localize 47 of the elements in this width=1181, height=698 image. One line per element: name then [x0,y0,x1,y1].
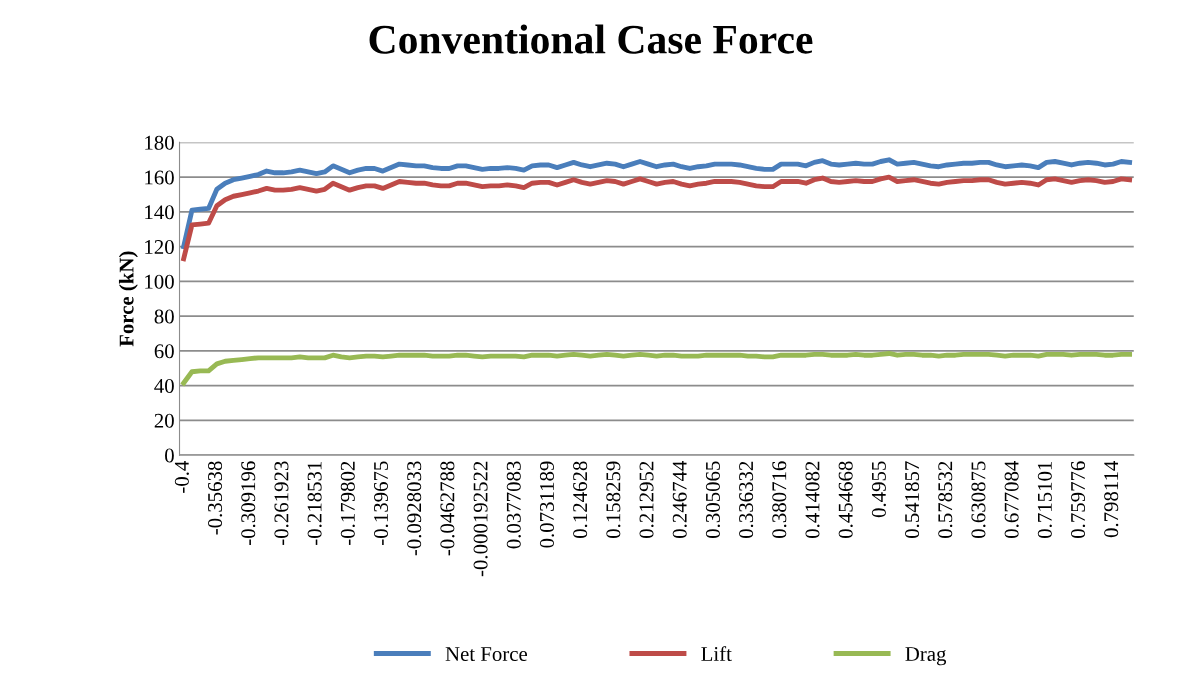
x-tick-label: -0.261923 [274,461,289,545]
y-tick-label: 60 [154,344,174,359]
y-tick-label: 100 [145,274,174,289]
x-tick-label: 0.380716 [772,461,787,538]
x-tick-label: 0.246744 [672,460,687,538]
x-tick-label: 0.798114 [1104,460,1119,538]
y-tick-label: 0 [165,448,174,463]
x-tick-label: 0.677084 [1004,460,1019,538]
x-tick-label: 0.124628 [573,461,588,538]
legend-label: Net Force [445,647,528,661]
x-tick-label: -0.0462788 [440,461,455,556]
legend-label: Lift [701,646,732,661]
x-tick-label: 0.414082 [805,461,820,538]
y-tick-label: 80 [154,309,174,324]
x-tick-label: -0.139675 [373,461,389,545]
x-tick-label: 0.0377083 [506,461,521,549]
x-tick-label: 0.158259 [606,461,621,538]
x-tick-label: 0.212952 [639,461,654,538]
x-tick-label: -0.4 [174,460,189,493]
line-series [181,174,1133,262]
y-tick-label: 180 [145,135,174,150]
x-tick-label: -0.179802 [340,461,355,545]
x-tick-label: -0.0928033 [407,461,422,556]
x-tick-label: -0.000192522 [473,461,488,577]
x-tick-label: -0.218531 [307,461,322,545]
x-tick-label: 0.541857 [905,461,920,538]
y-tick-label: 20 [154,413,174,428]
x-tick-label: 0.715101 [1037,461,1052,538]
y-tick-label: 160 [145,170,174,185]
x-tick-label: 0.454668 [838,461,853,538]
x-tick-label: -0.309196 [241,461,256,545]
y-tick-label: 120 [145,240,174,255]
line-series [181,157,1133,250]
x-tick-label: 0.336332 [739,461,754,538]
chart-title: Conventional Case Force [369,24,813,54]
line-series [181,351,1133,386]
y-tick-label: 140 [145,205,174,220]
x-tick-label: 0.759776 [1070,461,1086,538]
legend-label: Drag [905,647,947,666]
x-tick-label: 0.305065 [705,461,721,538]
x-tick-label: 0.630875 [971,461,986,538]
y-tick-label: 40 [154,378,174,394]
x-tick-label: 0.0731189 [539,461,555,548]
x-tick-label: 0.4955 [871,461,886,518]
x-tick-label: -0.35638 [208,461,223,535]
x-tick-label: 0.578532 [938,461,953,538]
y-axis-title: Force (kN) [118,251,138,347]
